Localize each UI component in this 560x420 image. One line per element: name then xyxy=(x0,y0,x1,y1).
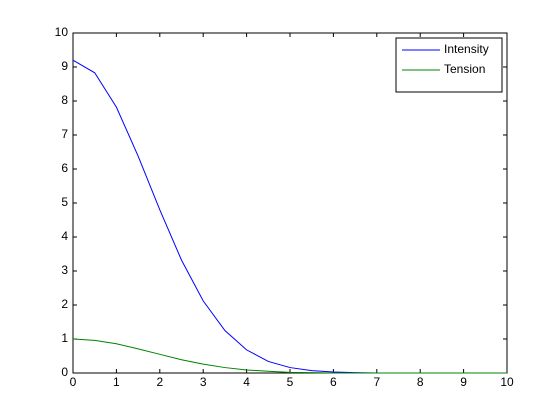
y-tick-label: 7 xyxy=(61,127,68,141)
series-line xyxy=(72,338,507,374)
y-tick-label: 8 xyxy=(61,93,68,107)
x-tick-label: 6 xyxy=(330,375,337,389)
y-tick-label: 5 xyxy=(61,195,68,209)
y-tick-label: 3 xyxy=(61,263,68,277)
x-tick-label: 8 xyxy=(417,375,424,389)
x-tick-label: 1 xyxy=(113,375,120,389)
x-tick-label: 10 xyxy=(500,375,514,389)
y-tick-label: 2 xyxy=(61,297,68,311)
y-tick-label: 6 xyxy=(61,161,68,175)
x-tick-label: 0 xyxy=(70,375,77,389)
y-tick-label: 0 xyxy=(61,365,68,379)
legend-label: Intensity xyxy=(444,42,489,56)
y-tick-label: 4 xyxy=(61,229,68,243)
legend-box xyxy=(395,37,503,93)
x-tick-label: 2 xyxy=(156,375,163,389)
y-tick-label: 1 xyxy=(61,331,68,345)
x-tick-label: 4 xyxy=(243,375,250,389)
x-tick-label: 9 xyxy=(460,375,467,389)
x-tick-label: 7 xyxy=(373,375,380,389)
x-tick-label: 3 xyxy=(200,375,207,389)
legend-label: Tension xyxy=(444,62,485,76)
x-tick-label: 5 xyxy=(287,375,294,389)
y-tick-label: 9 xyxy=(61,59,68,73)
y-tick-label: 10 xyxy=(55,25,69,39)
